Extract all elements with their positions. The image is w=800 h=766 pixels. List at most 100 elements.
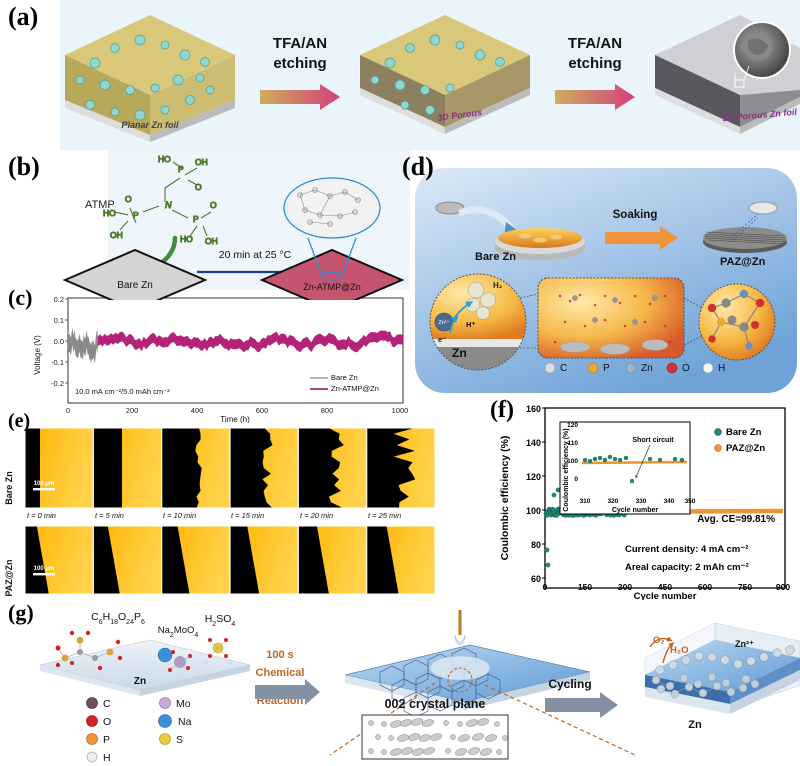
svg-text:-0.1: -0.1 — [51, 358, 64, 367]
svg-text:P: P — [603, 363, 610, 374]
svg-text:Bare Zn: Bare Zn — [4, 471, 14, 505]
svg-text:O: O — [103, 716, 111, 728]
svg-text:150: 150 — [578, 582, 592, 592]
svg-text:100: 100 — [526, 506, 541, 516]
svg-text:Mo: Mo — [176, 698, 191, 710]
svg-text:Current density: 4 mA cm⁻²: Current density: 4 mA cm⁻² — [625, 544, 748, 555]
svg-text:H: H — [103, 752, 111, 764]
svg-text:Zn-ATMP@Zn: Zn-ATMP@Zn — [331, 384, 379, 393]
svg-text:P: P — [103, 734, 110, 746]
svg-text:310: 310 — [580, 498, 591, 505]
svg-text:80: 80 — [531, 540, 541, 550]
svg-text:t = 0 min: t = 0 min — [27, 511, 56, 520]
svg-text:Planar Zn foil: Planar Zn foil — [121, 120, 179, 130]
svg-text:Zn: Zn — [452, 346, 467, 360]
svg-text:0.1: 0.1 — [54, 316, 64, 325]
svg-text:350: 350 — [685, 498, 696, 505]
svg-text:TFA/AN: TFA/AN — [568, 35, 622, 52]
svg-text:0: 0 — [574, 476, 578, 483]
svg-text:Na: Na — [178, 716, 192, 728]
svg-text:C: C — [560, 363, 567, 374]
svg-text:H⁺: H⁺ — [466, 320, 475, 329]
svg-text:Zn: Zn — [641, 363, 653, 374]
svg-text:t = 15 min: t = 15 min — [231, 511, 264, 520]
svg-text:HO: HO — [103, 208, 116, 218]
svg-text:300: 300 — [618, 582, 632, 592]
svg-text:N: N — [165, 200, 172, 210]
svg-text:200: 200 — [126, 406, 139, 415]
svg-text:320: 320 — [608, 498, 619, 505]
svg-text:330: 330 — [636, 498, 647, 505]
svg-text:002 crystal plane: 002 crystal plane — [385, 697, 486, 711]
svg-text:20 min at 25 °C: 20 min at 25 °C — [219, 249, 292, 261]
svg-text:0.0: 0.0 — [54, 337, 64, 346]
svg-text:H2SO4: H2SO4 — [205, 613, 236, 628]
svg-text:Zn²⁺: Zn²⁺ — [438, 319, 449, 326]
svg-text:OH: OH — [110, 230, 123, 240]
svg-text:0: 0 — [543, 582, 548, 592]
svg-text:PAZ@Zn: PAZ@Zn — [720, 256, 766, 268]
svg-text:Zn-ATMP@Zn: Zn-ATMP@Zn — [303, 282, 360, 292]
svg-text:400: 400 — [191, 406, 204, 415]
svg-text:t = 5 min: t = 5 min — [95, 511, 124, 520]
svg-text:t = 10 min: t = 10 min — [163, 511, 196, 520]
svg-text:100 μm: 100 μm — [34, 481, 55, 487]
svg-text:600: 600 — [698, 582, 712, 592]
svg-text:140: 140 — [526, 438, 541, 448]
svg-text:Chemical: Chemical — [256, 667, 305, 679]
svg-text:H₂O: H₂O — [670, 645, 688, 656]
svg-text:340: 340 — [664, 498, 675, 505]
svg-text:120: 120 — [526, 472, 541, 482]
svg-text:Avg. CE=99.81%: Avg. CE=99.81% — [697, 514, 775, 525]
svg-text:Bare Zn: Bare Zn — [331, 373, 358, 382]
svg-text:OH: OH — [195, 157, 208, 167]
svg-text:Zn: Zn — [688, 719, 702, 731]
svg-text:P: P — [193, 214, 199, 224]
svg-text:Soaking: Soaking — [613, 209, 658, 221]
svg-text:750: 750 — [738, 582, 752, 592]
svg-text:800: 800 — [321, 406, 334, 415]
svg-text:PAZ@Zn: PAZ@Zn — [4, 559, 14, 596]
svg-text:e⁻: e⁻ — [438, 335, 446, 344]
svg-text:Na2MoO4: Na2MoO4 — [158, 625, 199, 639]
svg-text:900: 900 — [776, 582, 790, 592]
svg-text:Short circuit: Short circuit — [632, 437, 674, 444]
svg-text:O₂: O₂ — [653, 635, 665, 646]
svg-text:C: C — [103, 698, 111, 710]
svg-text:0: 0 — [66, 406, 70, 415]
svg-text:O: O — [195, 182, 202, 192]
svg-text:160: 160 — [526, 404, 541, 414]
svg-text:t = 20 min: t = 20 min — [300, 511, 333, 520]
svg-text:OH: OH — [205, 236, 218, 246]
svg-text:-0.2: -0.2 — [51, 379, 64, 388]
svg-text:1000: 1000 — [392, 406, 409, 415]
svg-text:O: O — [682, 363, 690, 374]
svg-text:PAZ@Zn: PAZ@Zn — [726, 443, 765, 454]
svg-text:O: O — [125, 194, 132, 204]
svg-text:H₂: H₂ — [493, 281, 503, 290]
svg-text:t = 25 min: t = 25 min — [368, 511, 401, 520]
svg-text:Voltage (V): Voltage (V) — [33, 335, 42, 375]
svg-text:Areal capacity: 2 mAh cm⁻²: Areal capacity: 2 mAh cm⁻² — [625, 562, 749, 573]
svg-text:Cycle number: Cycle number — [634, 591, 697, 600]
svg-text:10.0 mA cm⁻²/5.0 mAh cm⁻²: 10.0 mA cm⁻²/5.0 mAh cm⁻² — [75, 387, 170, 396]
svg-text:HO: HO — [180, 234, 193, 244]
svg-text:etching: etching — [568, 55, 621, 72]
svg-text:O: O — [210, 200, 217, 210]
svg-text:Zn: Zn — [134, 676, 146, 687]
svg-text:Cycle number: Cycle number — [612, 507, 659, 514]
svg-text:Bare Zn: Bare Zn — [117, 280, 153, 291]
svg-text:120: 120 — [567, 422, 578, 429]
svg-text:S: S — [176, 734, 183, 746]
svg-text:TFA/AN: TFA/AN — [273, 35, 327, 52]
svg-text:Cycling: Cycling — [548, 677, 591, 691]
svg-text:etching: etching — [273, 55, 326, 72]
svg-text:60: 60 — [531, 574, 541, 584]
svg-text:H: H — [718, 363, 725, 374]
svg-text:Bare Zn: Bare Zn — [726, 427, 762, 438]
svg-text:100 μm: 100 μm — [34, 566, 55, 572]
svg-text:600: 600 — [256, 406, 269, 415]
svg-text:HO: HO — [158, 154, 171, 164]
svg-text:Bare Zn: Bare Zn — [475, 251, 516, 263]
svg-text:Zn²⁺: Zn²⁺ — [735, 639, 754, 649]
